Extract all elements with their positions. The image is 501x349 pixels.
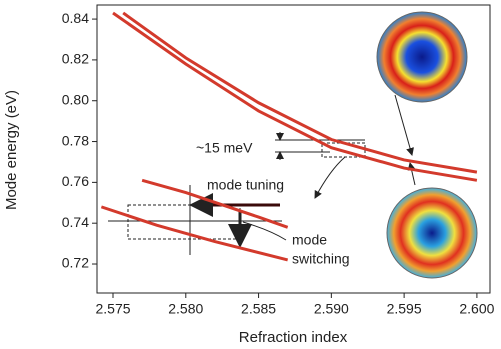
line [100,205,289,262]
y-tick-label: 0.82 [62,51,89,67]
y-tick-label: 0.84 [62,10,89,26]
x-axis-label: Refraction index [239,329,348,346]
line [122,11,478,174]
x-tick-label: 2.585 [241,301,276,317]
annotation: switching [292,251,350,267]
y-tick-label: 0.72 [62,255,89,271]
annotation: mode [292,232,327,248]
x-tick-label: 2.575 [95,301,130,317]
x-tick-label: 2.580 [168,301,203,317]
x-tick-label: 2.600 [459,301,494,317]
line [141,178,289,229]
annotation: ~15 meV [196,140,253,156]
y-axis-label: Mode energy (eV) [3,90,20,210]
y-tick-label: 0.76 [62,173,89,189]
x-tick-label: 2.595 [387,301,422,317]
y-tick-label: 0.78 [62,132,89,148]
plot-frame [96,4,491,294]
line [112,11,478,182]
y-tick-label: 0.74 [62,214,89,230]
annotation: mode tuning [207,177,284,193]
x-tick-label: 2.590 [314,301,349,317]
y-tick-label: 0.80 [62,91,89,107]
annotation-graphics [108,11,478,279]
